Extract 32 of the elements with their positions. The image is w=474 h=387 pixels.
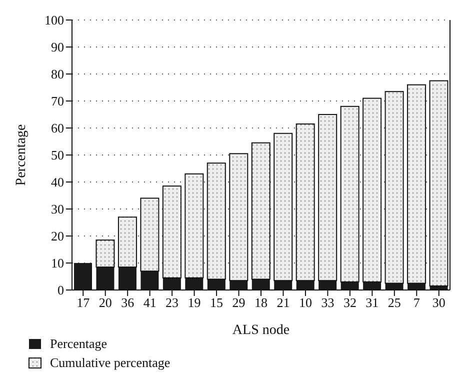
- y-tick-label: 10: [51, 256, 64, 271]
- x-tick-label: 20: [98, 295, 112, 310]
- y-tick-label: 70: [51, 94, 64, 109]
- x-tick-label: 30: [432, 295, 446, 310]
- y-tick-label: 60: [51, 120, 64, 136]
- x-tick-label: 15: [210, 295, 224, 310]
- legend-label: Cumulative percentage: [50, 355, 170, 371]
- x-tick-label: 29: [232, 295, 246, 310]
- y-tick-label: 0: [58, 282, 64, 298]
- x-tick-label: 25: [388, 295, 401, 310]
- y-tick-label: 50: [51, 148, 64, 163]
- y-tick-label: 30: [51, 202, 64, 217]
- x-axis-title: ALS node: [232, 323, 290, 338]
- x-tick-label: 10: [298, 295, 312, 310]
- x-tick-label: 32: [343, 295, 356, 310]
- x-tick-label: 36: [121, 295, 135, 310]
- legend-label: Percentage: [50, 336, 108, 352]
- y-tick-label: 80: [51, 66, 64, 82]
- x-tick-label: 21: [276, 295, 290, 310]
- x-tick-label: 17: [76, 295, 90, 310]
- y-tick-label: 40: [51, 174, 64, 190]
- x-tick-label: 31: [366, 295, 379, 310]
- y-tick-label: 20: [51, 228, 64, 244]
- y-tick-label: 90: [51, 40, 64, 55]
- y-tick-label: 100: [44, 12, 64, 28]
- x-tick-label: 33: [321, 295, 334, 310]
- x-tick-label: 23: [166, 295, 179, 310]
- x-tick-label: 18: [254, 295, 268, 310]
- x-tick-label: 19: [188, 295, 201, 310]
- x-tick-label: 41: [143, 295, 156, 310]
- x-tick-label: 7: [413, 295, 420, 310]
- y-axis-title: Percentage: [14, 124, 29, 186]
